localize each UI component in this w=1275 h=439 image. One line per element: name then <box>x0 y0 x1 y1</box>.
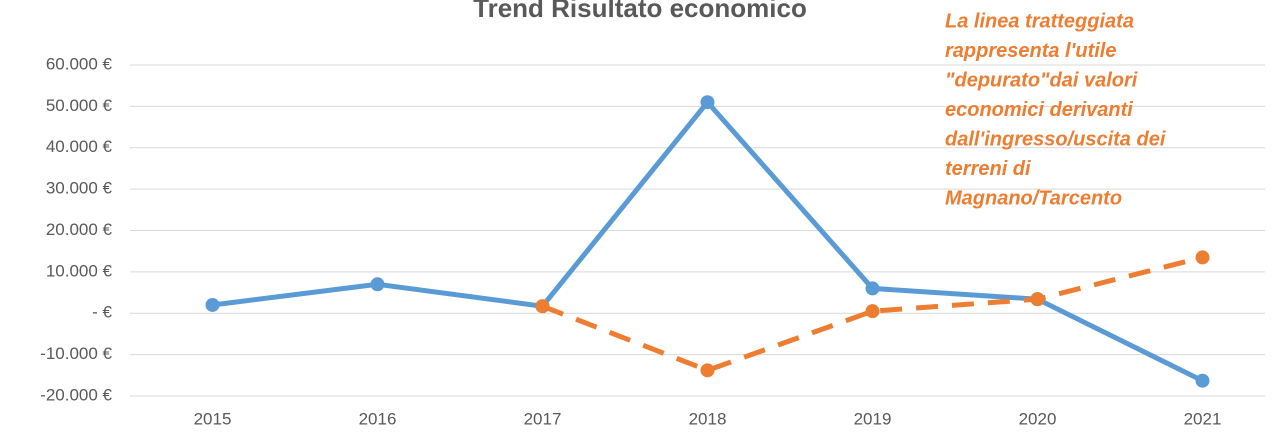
data-point <box>865 281 880 296</box>
x-tick-label: 2019 <box>854 409 892 428</box>
y-tick-label: - € <box>92 303 112 322</box>
y-tick-label: 30.000 € <box>46 179 113 198</box>
annotation: La linea tratteggiata <box>945 10 1134 32</box>
x-tick-label: 2017 <box>524 409 562 428</box>
annotation: Magnano/Tarcento <box>945 187 1122 209</box>
annotation: "depurato"dai valori <box>945 69 1138 91</box>
data-point <box>1030 292 1045 307</box>
data-point <box>370 277 385 292</box>
annotation: rappresenta l'utile <box>945 40 1116 62</box>
y-tick-label: 50.000 € <box>46 96 113 115</box>
annotation: dall'ingresso/uscita dei <box>945 128 1166 150</box>
annotation: economici derivanti <box>945 99 1133 121</box>
y-tick-label: -20.000 € <box>40 385 112 404</box>
chart-title: Trend Risultato economico <box>473 0 807 23</box>
y-tick-label: -10.000 € <box>40 344 112 363</box>
y-tick-label: 20.000 € <box>46 220 113 239</box>
y-tick-label: 10.000 € <box>46 261 113 280</box>
x-tick-label: 2016 <box>359 409 397 428</box>
data-point <box>205 297 220 312</box>
data-point <box>1195 373 1210 388</box>
annotation: terreni di <box>945 158 1031 180</box>
data-point <box>865 304 880 319</box>
x-tick-label: 2020 <box>1019 409 1057 428</box>
data-point <box>700 95 715 110</box>
data-point <box>535 299 550 314</box>
x-tick-label: 2021 <box>1184 409 1222 428</box>
x-tick-label: 2015 <box>194 409 232 428</box>
data-point <box>1195 250 1210 265</box>
series-line <box>541 254 1204 373</box>
y-tick-label: 60.000 € <box>46 54 113 73</box>
x-tick-label: 2018 <box>689 409 727 428</box>
y-tick-label: 40.000 € <box>46 137 113 156</box>
data-point <box>700 363 715 378</box>
